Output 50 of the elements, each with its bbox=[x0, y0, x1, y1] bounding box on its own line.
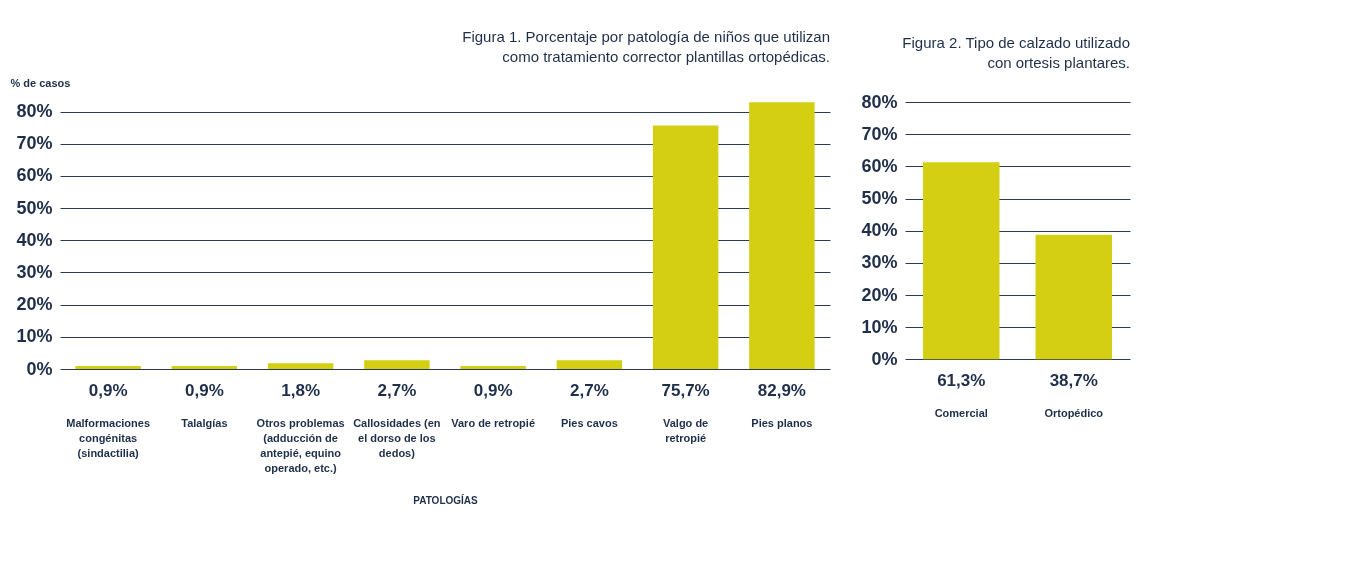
y-tick-label: 30% bbox=[16, 261, 53, 282]
data-label: 2,7% bbox=[377, 381, 417, 400]
bar bbox=[267, 363, 334, 369]
data-label: 38,7% bbox=[1049, 371, 1098, 391]
y-tick-label: 10% bbox=[16, 326, 53, 347]
data-label: 61,3% bbox=[937, 371, 986, 391]
y-tick-label: 20% bbox=[861, 284, 898, 305]
x-tick-label: Valgo de retropié bbox=[663, 416, 709, 444]
y-tick-label: 50% bbox=[16, 197, 53, 218]
data-label: 75,7% bbox=[661, 381, 710, 400]
y-tick-label: 70% bbox=[861, 123, 898, 144]
data-label: 0,9% bbox=[473, 381, 513, 400]
bar bbox=[749, 102, 815, 369]
y-axis-title: % de casos bbox=[10, 76, 71, 89]
data-label: 1,8% bbox=[281, 381, 320, 400]
bar bbox=[460, 366, 526, 369]
x-tick-label: Otros problemas (adducción de antepié, equino operado, etc.) bbox=[256, 416, 345, 474]
bar bbox=[171, 366, 238, 369]
x-tick-label: Malformaciones congénitas (sindactilia) bbox=[66, 416, 150, 459]
chart-title: Figura 1. Porcentaje por patología de niños que utilizan como tratamiento corrector plantillas ortopédicas. bbox=[462, 28, 830, 65]
x-tick-label: Comercial bbox=[934, 406, 988, 419]
y-tick-label: 60% bbox=[861, 155, 898, 176]
y-tick-label: 0% bbox=[26, 358, 53, 379]
y-tick-label: 10% bbox=[861, 316, 898, 337]
chart-title: Figura 2. Tipo de calzado utilizado con ortesis plantares. bbox=[902, 34, 1130, 72]
bar bbox=[364, 360, 430, 369]
data-label: 82,9% bbox=[757, 381, 806, 400]
data-label: 0,9% bbox=[88, 381, 128, 400]
y-tick-label: 40% bbox=[861, 220, 898, 241]
x-axis-title: PATOLOGÍAS bbox=[413, 493, 479, 506]
y-tick-label: 40% bbox=[16, 229, 53, 250]
y-tick-label: 50% bbox=[861, 188, 898, 209]
y-tick-label: 30% bbox=[861, 252, 898, 273]
y-tick-label: 0% bbox=[871, 348, 898, 369]
y-tick-label: 70% bbox=[16, 133, 53, 154]
x-tick-label: Ortopédico bbox=[1044, 406, 1104, 419]
bar bbox=[75, 366, 141, 369]
x-tick-label: Pies cavos bbox=[560, 416, 618, 429]
data-label: 2,7% bbox=[570, 381, 609, 400]
bar bbox=[652, 125, 719, 369]
x-tick-label: Varo de retropié bbox=[451, 416, 536, 429]
y-tick-label: 80% bbox=[16, 101, 53, 122]
y-tick-label: 20% bbox=[16, 294, 53, 315]
x-tick-label: Pies planos bbox=[751, 416, 813, 429]
y-tick-label: 60% bbox=[16, 165, 53, 186]
y-tick-label: 80% bbox=[861, 91, 898, 112]
data-label: 0,9% bbox=[185, 381, 224, 400]
x-tick-label: Talalgías bbox=[181, 416, 228, 429]
bar bbox=[556, 360, 623, 369]
x-tick-label: Callosidades (en el dorso de los dedos) bbox=[353, 416, 441, 459]
